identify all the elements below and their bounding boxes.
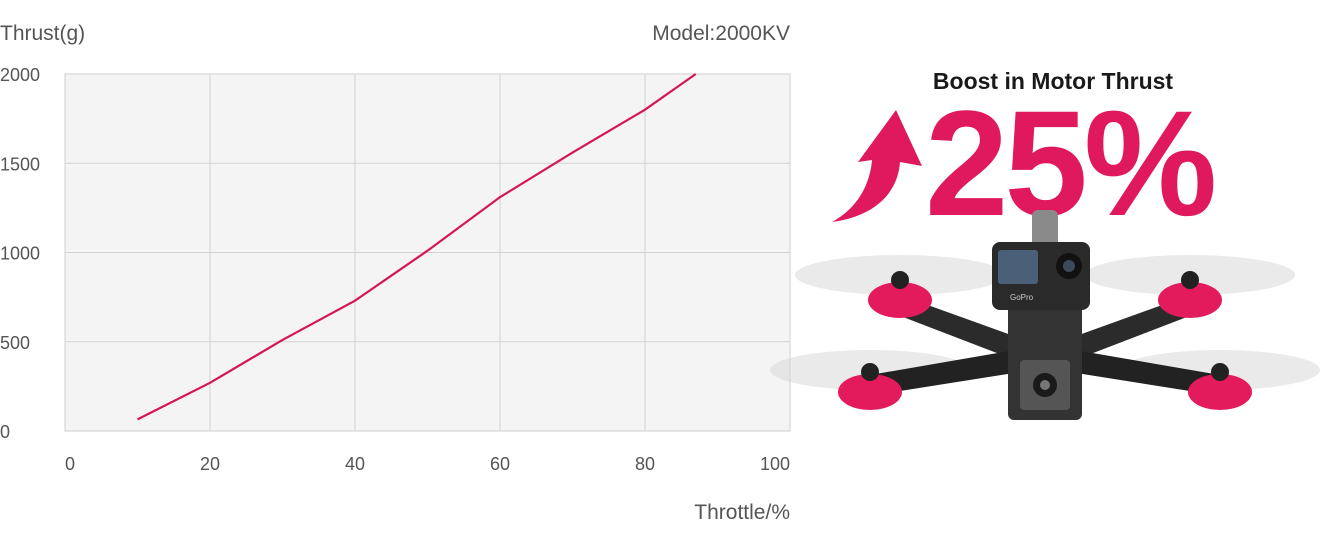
- up-arrow-icon: [832, 110, 922, 222]
- x-tick-label: 40: [345, 454, 365, 474]
- x-tick-label: 60: [490, 454, 510, 474]
- y-tick-label: 500: [0, 333, 30, 353]
- promo-percent: 25%: [925, 79, 1217, 247]
- x-tick-label: 0: [65, 454, 75, 474]
- x-tick-label: 100: [760, 454, 790, 474]
- series-line-thrust: [137, 73, 697, 421]
- y-tick-label: 2000: [0, 65, 40, 85]
- y-tick-label: 1500: [0, 154, 40, 174]
- model-label: Model:2000KV: [652, 22, 790, 45]
- fpv-drone-image: GoPro: [770, 210, 1320, 420]
- y-tick-label: 0: [0, 422, 10, 442]
- x-tick-label: 80: [635, 454, 655, 474]
- chart-grid: [64, 73, 791, 432]
- y-axis-label: Thrust(g): [0, 22, 85, 45]
- x-axis-ticks: 0 20 40 60 80 100: [65, 454, 790, 474]
- x-tick-label: 20: [200, 454, 220, 474]
- promo-title: Boost in Motor Thrust: [932, 68, 1174, 94]
- y-axis-ticks: 0 500 1000 1500 2000: [0, 65, 40, 442]
- x-axis-label: Throttle/%: [694, 501, 790, 524]
- y-tick-label: 1000: [0, 244, 40, 264]
- camera-brand-label: GoPro: [1010, 293, 1034, 302]
